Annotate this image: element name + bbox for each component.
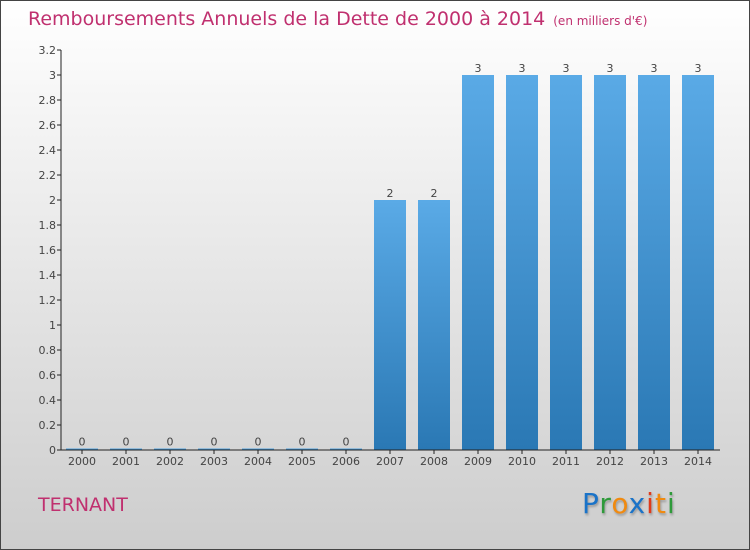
data-label: 0 [299, 436, 306, 449]
x-tick-label: 2011 [552, 455, 580, 468]
data-label: 3 [695, 62, 702, 75]
x-tick-label: 2002 [156, 455, 184, 468]
y-tick-label: 2.6 [39, 119, 57, 132]
y-tick-label: 0.2 [39, 419, 57, 432]
x-tick-label: 2006 [332, 455, 360, 468]
commune-name: TERNANT [38, 494, 128, 516]
x-tick-label: 2010 [508, 455, 536, 468]
x-tick-label: 2005 [288, 455, 316, 468]
y-tick-label: 0.6 [39, 369, 57, 382]
data-label: 3 [607, 62, 614, 75]
data-label: 0 [255, 436, 262, 449]
bar [638, 75, 670, 450]
y-tick-label: 2.2 [39, 169, 57, 182]
bar [506, 75, 538, 450]
y-tick-label: 1.8 [39, 219, 57, 232]
bar [550, 75, 582, 450]
x-tick-label: 2001 [112, 455, 140, 468]
logo-letter: x [628, 487, 647, 520]
x-tick-label: 2007 [376, 455, 404, 468]
bar [286, 448, 318, 450]
subtitle-text: (en milliers d'€) [553, 14, 648, 28]
title-text: Remboursements Annuels de la Dette de 20… [28, 8, 546, 30]
x-tick-label: 2009 [464, 455, 492, 468]
x-tick-label: 2004 [244, 455, 272, 468]
x-tick-label: 2008 [420, 455, 448, 468]
bar [594, 75, 626, 450]
y-tick-label: 2 [49, 194, 56, 207]
data-label: 2 [387, 187, 394, 200]
y-tick-label: 3 [49, 69, 56, 82]
logo-letter: o [611, 487, 629, 520]
data-label: 0 [79, 436, 86, 449]
logo-letter: i [646, 487, 655, 520]
x-tick-label: 2000 [68, 455, 96, 468]
bar [66, 448, 98, 450]
chart-title: Remboursements Annuels de la Dette de 20… [28, 8, 647, 30]
bar [374, 200, 406, 450]
y-tick-label: 1 [49, 319, 56, 332]
data-label: 3 [563, 62, 570, 75]
data-label: 2 [431, 187, 438, 200]
bar [154, 448, 186, 450]
bar [462, 75, 494, 450]
x-tick-label: 2013 [640, 455, 668, 468]
y-tick-label: 0.4 [39, 394, 57, 407]
logo-letter: t [654, 487, 667, 520]
proxiti-logo: Proxiti [582, 487, 676, 520]
data-label: 0 [167, 436, 174, 449]
x-tick-label: 2014 [684, 455, 712, 468]
data-label: 0 [123, 436, 130, 449]
y-tick-label: 1.6 [39, 244, 57, 257]
y-tick-label: 0.8 [39, 344, 57, 357]
bar [330, 448, 362, 450]
bar [418, 200, 450, 450]
y-tick-label: 0 [49, 444, 56, 457]
y-tick-label: 1.4 [39, 269, 57, 282]
data-label: 3 [475, 62, 482, 75]
logo-letter: P [582, 487, 600, 520]
y-tick-label: 2.8 [39, 94, 57, 107]
x-tick-label: 2003 [200, 455, 228, 468]
y-tick-label: 3.2 [39, 44, 57, 57]
x-tick-label: 2012 [596, 455, 624, 468]
data-label: 0 [211, 436, 218, 449]
y-tick-label: 1.2 [39, 294, 57, 307]
data-label: 0 [343, 436, 350, 449]
y-tick-label: 2.4 [39, 144, 57, 157]
logo-letter: r [599, 487, 612, 520]
bar [110, 448, 142, 450]
bar [682, 75, 714, 450]
bar [198, 448, 230, 450]
data-label: 3 [519, 62, 526, 75]
logo-letter: i [666, 487, 676, 520]
bar [242, 448, 274, 450]
data-label: 3 [651, 62, 658, 75]
